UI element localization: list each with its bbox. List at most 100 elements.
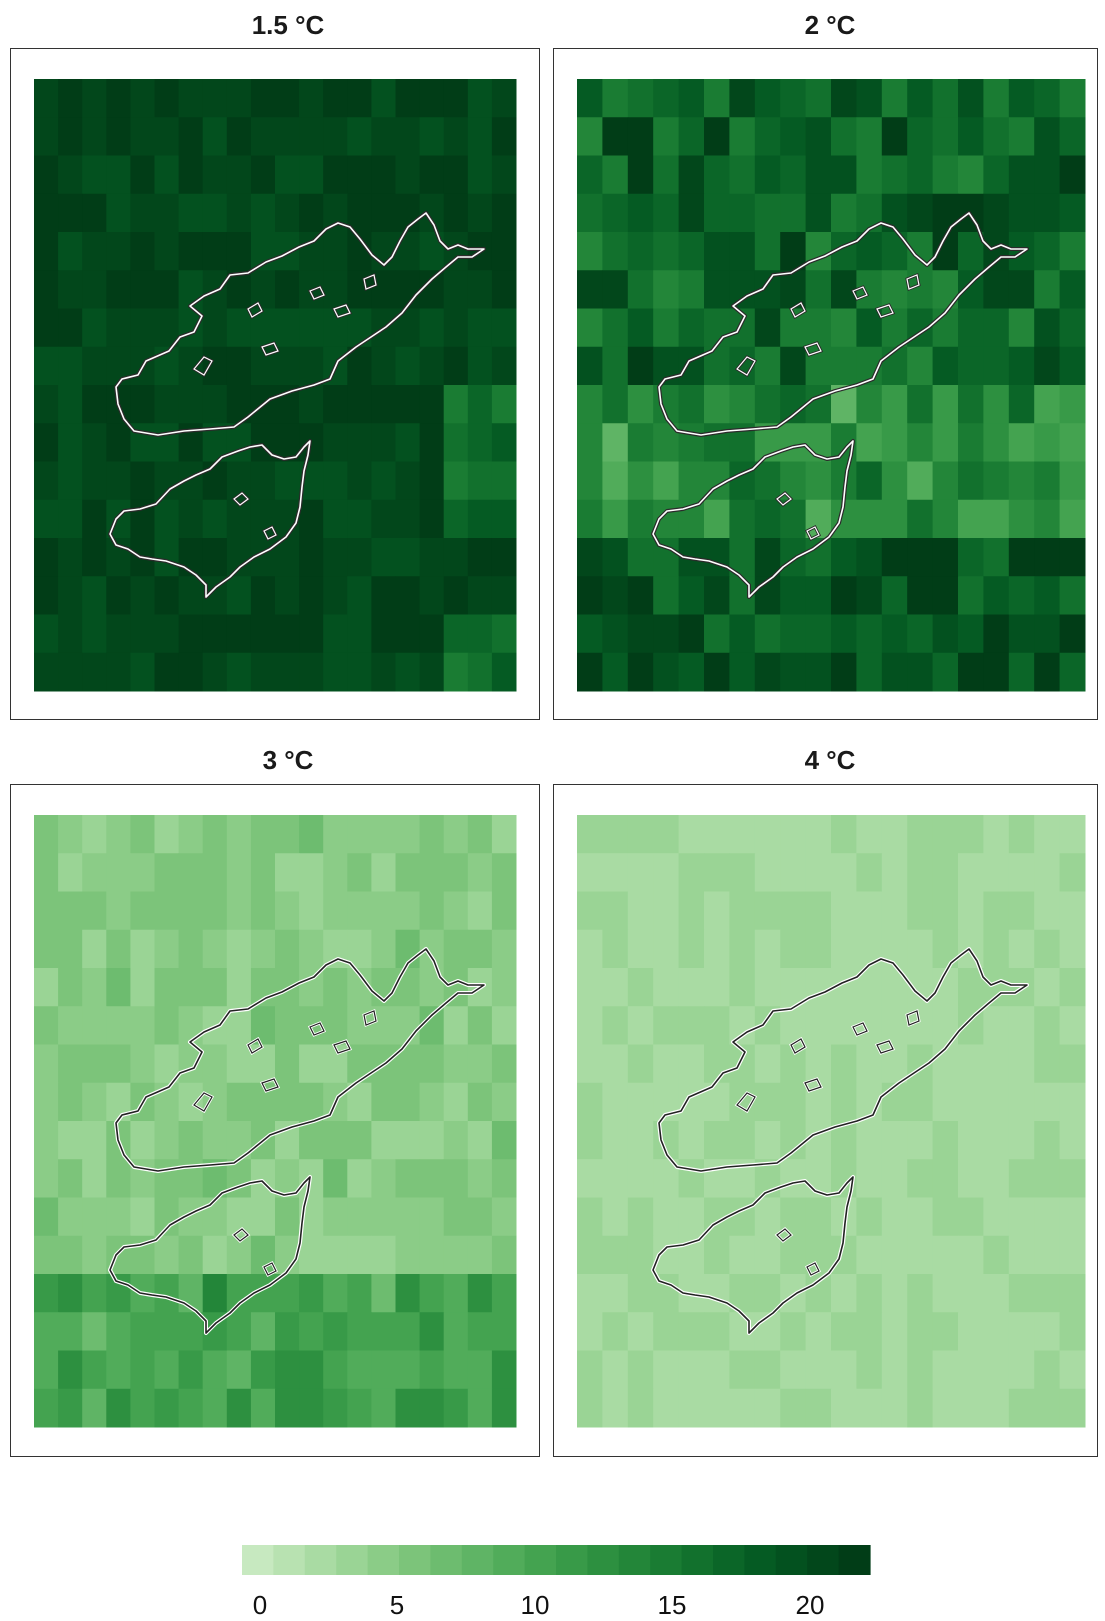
- raster-cell: [577, 576, 603, 615]
- raster-cell: [577, 270, 603, 309]
- raster-cell: [34, 576, 59, 615]
- raster-cell: [958, 891, 984, 931]
- raster-cell: [627, 1350, 654, 1390]
- raster-cell: [627, 538, 654, 577]
- raster-cell: [1059, 1388, 1086, 1428]
- raster-cell: [1034, 232, 1061, 271]
- raster-cell: [627, 576, 654, 615]
- raster-cell: [958, 815, 984, 854]
- raster-cell: [780, 1350, 807, 1390]
- raster-cell: [1034, 1350, 1061, 1390]
- raster-cell: [831, 1044, 857, 1084]
- raster-cell: [856, 1121, 883, 1160]
- raster-cell: [1008, 461, 1035, 501]
- raster-cell: [371, 1235, 396, 1275]
- raster-cell: [34, 1388, 59, 1428]
- raster-cell: [467, 929, 493, 969]
- raster-cell: [653, 1044, 680, 1084]
- lake-outline: [333, 1040, 351, 1054]
- raster-cell: [932, 1159, 959, 1198]
- raster-cell: [130, 929, 155, 969]
- raster-cell: [653, 1006, 680, 1045]
- raster-cell: [907, 1159, 934, 1198]
- raster-cell: [347, 853, 372, 892]
- raster-cell: [130, 1044, 155, 1084]
- raster-cell: [106, 1197, 131, 1237]
- raster-cell: [932, 614, 959, 654]
- colorbar-swatch: [430, 1545, 463, 1575]
- raster-cell: [932, 853, 959, 892]
- south-region-outline: [652, 440, 854, 598]
- raster-cell: [299, 346, 324, 386]
- raster-cell: [491, 155, 517, 195]
- lake-outline: [193, 1092, 213, 1112]
- raster-cell: [704, 193, 730, 233]
- raster-cell: [395, 499, 421, 539]
- raster-cell: [704, 576, 730, 615]
- raster-cell: [395, 232, 421, 271]
- raster-cell: [323, 1006, 348, 1045]
- raster-cell: [678, 79, 705, 118]
- raster-cell: [907, 193, 934, 233]
- raster-cell: [491, 270, 517, 309]
- colorbar-swatch: [681, 1545, 714, 1575]
- raster-cell: [154, 538, 180, 577]
- raster-cell: [106, 117, 131, 156]
- raster-cell: [491, 1235, 517, 1275]
- raster-cell: [678, 576, 705, 615]
- raster-cell: [983, 538, 1010, 577]
- raster-cell: [577, 1044, 603, 1084]
- raster-cell: [395, 1388, 421, 1428]
- raster-cell: [932, 1274, 959, 1313]
- raster-cell: [299, 815, 324, 854]
- raster-cell: [780, 1312, 807, 1351]
- raster-cell: [419, 1312, 445, 1351]
- raster-cell: [226, 1274, 252, 1313]
- raster-cell: [130, 79, 155, 118]
- raster-cell: [202, 891, 228, 931]
- colorbar-swatch: [775, 1545, 808, 1575]
- raster-cell: [602, 499, 629, 539]
- raster-cell: [443, 1312, 469, 1351]
- raster-cell: [371, 1082, 396, 1122]
- raster-cell: [178, 1235, 204, 1275]
- raster-cell: [653, 614, 680, 654]
- raster-cell: [1008, 117, 1035, 156]
- raster-cell: [154, 1274, 180, 1313]
- raster-cell: [467, 1197, 493, 1237]
- raster-cell: [130, 385, 155, 424]
- raster-cell: [602, 929, 629, 969]
- raster-cell: [250, 193, 276, 233]
- raster-cell: [371, 576, 396, 615]
- raster-cell: [178, 1082, 204, 1122]
- raster-cell: [347, 1197, 372, 1237]
- raster-cell: [371, 79, 396, 118]
- raster-cell: [754, 1121, 781, 1160]
- raster-cell: [347, 1044, 372, 1084]
- raster-cell: [881, 1197, 908, 1237]
- raster-cell: [881, 270, 908, 309]
- raster-cell: [881, 461, 908, 501]
- raster-cell: [627, 1044, 654, 1084]
- raster-cell: [178, 385, 204, 424]
- raster-cell: [491, 346, 517, 386]
- raster-cell: [729, 929, 756, 969]
- raster-cell: [831, 1350, 857, 1390]
- raster-cell: [371, 1274, 396, 1313]
- raster-cell: [780, 1121, 807, 1160]
- raster-cell: [299, 1388, 324, 1428]
- raster-cell: [729, 385, 756, 424]
- lake-outline: [247, 302, 263, 318]
- raster-cell: [443, 1082, 469, 1122]
- raster-cell: [106, 193, 131, 233]
- raster-cell: [299, 1350, 324, 1390]
- raster-cell: [983, 891, 1010, 931]
- raster-cell: [299, 385, 324, 424]
- raster-cell: [932, 929, 959, 969]
- raster-cell: [958, 79, 984, 118]
- raster-cell: [58, 308, 83, 348]
- raster-cell: [907, 461, 934, 501]
- raster-cell: [983, 1159, 1010, 1198]
- raster-cell: [202, 815, 228, 854]
- raster-cell: [58, 232, 83, 271]
